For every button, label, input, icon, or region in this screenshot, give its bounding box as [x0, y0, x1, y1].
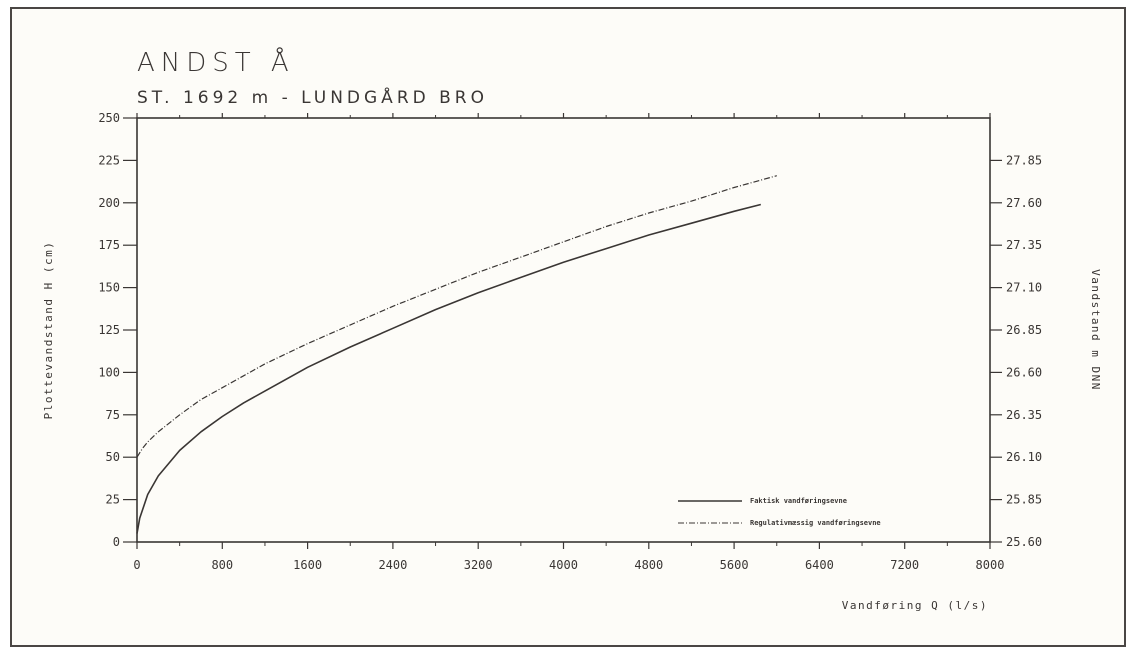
y2-tick-label: 27.35: [1006, 238, 1042, 252]
y2-tick-label: 27.10: [1006, 281, 1042, 295]
y-tick-label: 100: [98, 365, 120, 379]
y-tick-label: 50: [106, 450, 120, 464]
x-tick-label: 0: [133, 558, 140, 572]
y-tick-label: 175: [98, 238, 120, 252]
x-tick-label: 2400: [378, 558, 407, 572]
x-tick-label: 6400: [805, 558, 834, 572]
chart-title: ANDST Å: [137, 48, 295, 78]
y-axis-label: Plottevandstand H (cm): [42, 241, 55, 420]
y-tick-label: 150: [98, 281, 120, 295]
axis-ticks: [123, 113, 1002, 549]
y2-tick-label: 25.85: [1006, 493, 1042, 507]
x-tick-label: 3200: [464, 558, 493, 572]
x-tick-label: 1600: [293, 558, 322, 572]
series-line-1: [136, 203, 761, 534]
legend: Faktisk vandføringsevne Regulativmæssig …: [678, 497, 881, 527]
x-tick-label: 4000: [549, 558, 578, 572]
y-tick-label: 0: [113, 535, 120, 549]
chart-frame: [10, 7, 1126, 647]
y-tick-labels: 0 25 50 75 100 125 150 175 200 225 250: [98, 111, 120, 549]
x-tick-label: 4800: [634, 558, 663, 572]
y-tick-label: 200: [98, 196, 120, 210]
legend-label-series-1: Faktisk vandføringsevne: [750, 497, 847, 505]
plot-area: [136, 117, 991, 543]
x-tick-label: 8000: [976, 558, 1005, 572]
y-tick-label: 250: [98, 111, 120, 125]
x-tick-label: 800: [211, 558, 233, 572]
y-tick-label: 125: [98, 323, 120, 337]
y2-tick-label: 25.60: [1006, 535, 1042, 549]
y2-tick-label: 26.85: [1006, 323, 1042, 337]
y2-tick-label: 27.60: [1006, 196, 1042, 210]
y2-tick-label: 27.85: [1006, 153, 1042, 167]
y2-tick-labels: 25.60 25.85 26.10 26.35 26.60 26.85 27.10 27.35…: [1006, 153, 1042, 549]
x-tick-label: 5600: [720, 558, 749, 572]
series-line-2: [136, 175, 777, 458]
x-tick-label: 7200: [890, 558, 919, 572]
y-tick-label: 25: [106, 493, 120, 507]
x-tick-labels: 0 800 1600 2400 3200 4000 4800 5600 6400 7200 8000: [133, 558, 1004, 572]
y2-axis-label: Vandstand m DNN: [1089, 269, 1102, 391]
y-tick-label: 225: [98, 153, 120, 167]
chart-subtitle: ST. 1692 m - LUNDGÅRD BRO: [137, 88, 488, 108]
y2-tick-label: 26.35: [1006, 408, 1042, 422]
legend-label-series-2: Regulativmæssig vandføringsevne: [750, 519, 881, 527]
y2-tick-label: 26.10: [1006, 450, 1042, 464]
y-tick-label: 75: [106, 408, 120, 422]
series-lines: [136, 175, 777, 534]
x-axis-label: Vandføring Q (l/s): [842, 599, 988, 612]
y2-tick-label: 26.60: [1006, 365, 1042, 379]
